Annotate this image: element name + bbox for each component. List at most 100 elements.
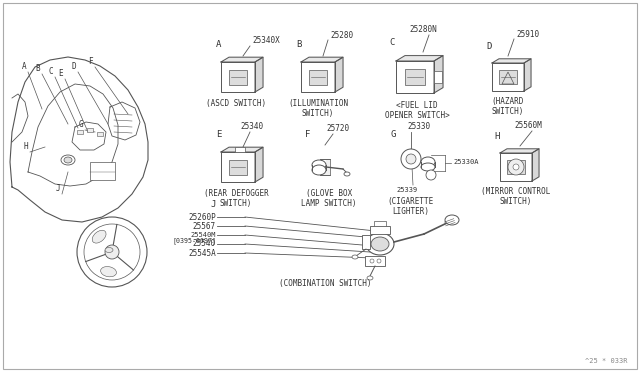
Ellipse shape <box>371 237 389 251</box>
Bar <box>97 132 103 136</box>
Bar <box>312 160 326 170</box>
Polygon shape <box>221 57 263 62</box>
Text: 25340: 25340 <box>240 122 263 131</box>
Text: 25330: 25330 <box>408 122 431 131</box>
Polygon shape <box>532 149 539 181</box>
Text: D: D <box>486 42 492 51</box>
Bar <box>362 235 370 249</box>
Polygon shape <box>396 55 443 61</box>
Text: 25540M: 25540M <box>191 232 216 238</box>
Bar <box>396 61 434 93</box>
Bar <box>492 63 524 91</box>
Bar <box>374 221 386 226</box>
Bar <box>320 159 330 175</box>
Bar <box>90 162 115 180</box>
Bar <box>507 160 525 174</box>
Bar <box>228 70 247 84</box>
Circle shape <box>84 224 140 280</box>
Polygon shape <box>524 59 531 91</box>
Text: (HAZARD
SWITCH): (HAZARD SWITCH) <box>492 97 524 116</box>
Ellipse shape <box>312 160 326 170</box>
Ellipse shape <box>421 163 435 171</box>
Text: E: E <box>58 69 63 78</box>
Text: 25280: 25280 <box>330 31 353 40</box>
Bar <box>499 70 516 84</box>
Text: H: H <box>24 142 28 151</box>
Ellipse shape <box>61 155 75 165</box>
Polygon shape <box>500 149 539 153</box>
Polygon shape <box>255 147 263 182</box>
Text: C: C <box>389 38 394 47</box>
Text: J: J <box>210 200 216 209</box>
Circle shape <box>77 217 147 287</box>
Text: B: B <box>35 64 40 73</box>
Circle shape <box>377 259 381 263</box>
Bar <box>404 69 426 85</box>
Ellipse shape <box>445 215 459 225</box>
Text: (ASCD SWITCH): (ASCD SWITCH) <box>206 99 266 108</box>
Text: E: E <box>216 130 221 139</box>
Text: ^25 * 033R: ^25 * 033R <box>586 358 628 364</box>
Bar <box>421 157 435 167</box>
Text: (GLOVE BOX
LAMP SWITCH): (GLOVE BOX LAMP SWITCH) <box>301 189 356 208</box>
Ellipse shape <box>421 157 435 167</box>
Bar <box>77 130 83 134</box>
Text: (ILLUMINATION
SWITCH): (ILLUMINATION SWITCH) <box>288 99 348 118</box>
Polygon shape <box>255 57 263 92</box>
Ellipse shape <box>64 157 72 163</box>
Ellipse shape <box>92 230 106 243</box>
Text: 25280N: 25280N <box>409 25 437 34</box>
Text: 25910: 25910 <box>516 30 539 39</box>
Circle shape <box>370 259 374 263</box>
Text: 25260P: 25260P <box>188 212 216 221</box>
Circle shape <box>401 149 421 169</box>
Text: A: A <box>21 62 26 71</box>
Text: (MIRROR CONTROL
SWITCH): (MIRROR CONTROL SWITCH) <box>481 187 550 206</box>
Bar <box>365 256 385 266</box>
Polygon shape <box>434 55 443 93</box>
Ellipse shape <box>352 255 358 259</box>
Bar <box>221 152 255 182</box>
Polygon shape <box>492 59 531 63</box>
Bar <box>221 62 255 92</box>
Text: 25567: 25567 <box>193 221 216 231</box>
Bar <box>87 128 93 132</box>
Text: (CIGARETTE
LIGHTER): (CIGARETTE LIGHTER) <box>388 197 434 217</box>
Text: B: B <box>296 40 301 49</box>
Text: A: A <box>216 40 221 49</box>
Text: J: J <box>56 184 60 193</box>
Bar <box>301 62 335 92</box>
Bar <box>434 71 442 83</box>
Text: 25540: 25540 <box>193 240 216 248</box>
Text: F: F <box>88 57 93 66</box>
Bar <box>370 226 390 234</box>
Bar <box>228 160 247 174</box>
Ellipse shape <box>344 172 350 176</box>
Polygon shape <box>221 147 263 152</box>
Text: H: H <box>494 132 499 141</box>
Ellipse shape <box>105 247 113 253</box>
Circle shape <box>426 170 436 180</box>
Polygon shape <box>335 57 343 92</box>
Circle shape <box>513 164 519 170</box>
Text: 25339: 25339 <box>396 187 418 193</box>
Polygon shape <box>301 57 343 62</box>
Text: [0395-0697]: [0395-0697] <box>172 238 216 244</box>
Ellipse shape <box>312 165 326 175</box>
Text: <FUEL LID
OPENER SWITCH>: <FUEL LID OPENER SWITCH> <box>385 101 449 121</box>
Bar <box>308 70 327 84</box>
Text: (REAR DEFOGGER
SWITCH): (REAR DEFOGGER SWITCH) <box>204 189 268 208</box>
Ellipse shape <box>367 276 373 280</box>
Circle shape <box>105 245 119 259</box>
Text: F: F <box>305 130 310 139</box>
Bar <box>500 153 532 181</box>
Text: 25330A: 25330A <box>453 159 479 165</box>
Text: 25545A: 25545A <box>188 248 216 257</box>
Text: 25720: 25720 <box>326 124 349 133</box>
Text: G: G <box>78 120 83 129</box>
Circle shape <box>406 154 416 164</box>
Text: 25340X: 25340X <box>252 36 280 45</box>
Circle shape <box>508 159 524 175</box>
Bar <box>235 147 245 152</box>
Ellipse shape <box>366 233 394 255</box>
